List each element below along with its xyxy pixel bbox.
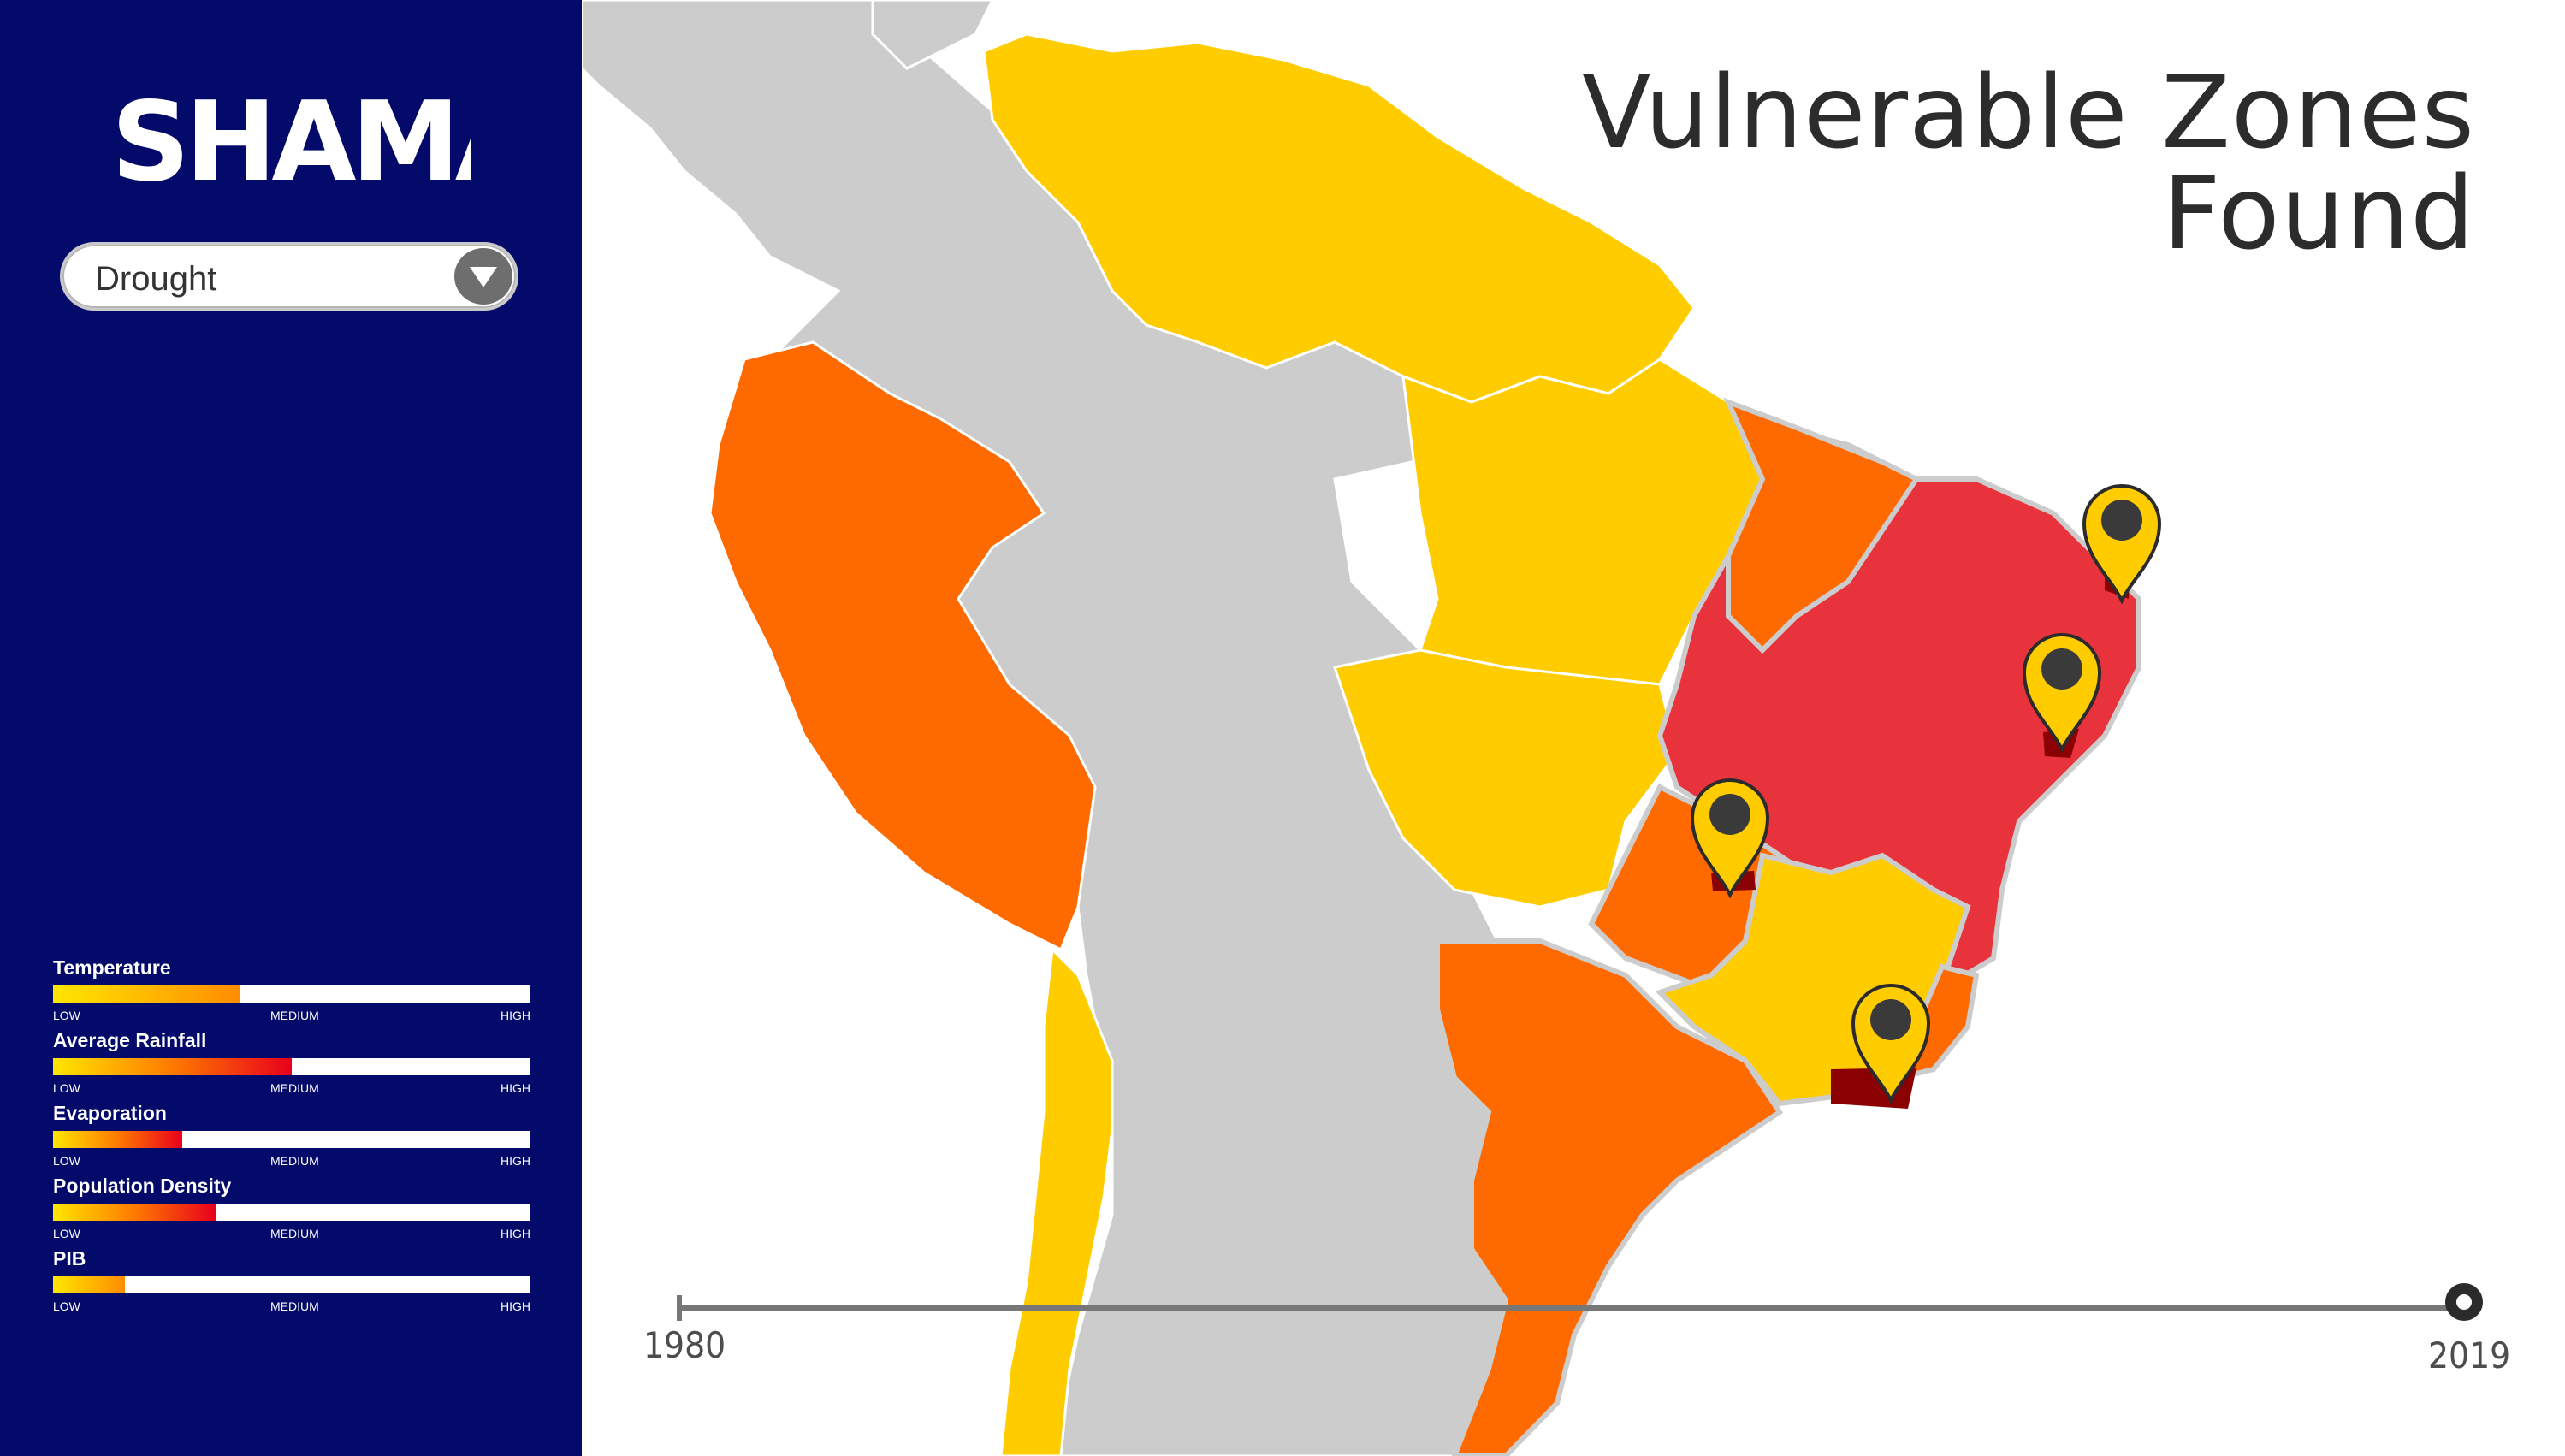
legend-label: Temperature [53, 956, 171, 979]
legend-tick-low: LOW [53, 1081, 80, 1095]
legend-scale: LOW MEDIUM HIGH [53, 1081, 530, 1097]
map-pin-southeast[interactable] [1846, 975, 1935, 1104]
legend-tick-medium: MEDIUM [270, 1081, 319, 1095]
legend-scale: LOW MEDIUM HIGH [53, 1299, 530, 1315]
map-region-maranhao [1723, 397, 1921, 654]
legend-bar [53, 985, 530, 1003]
legend-label: Population Density [53, 1175, 232, 1197]
timeline-end-year: 2019 [2428, 1335, 2511, 1376]
legend-tick-medium: MEDIUM [270, 1154, 319, 1168]
legend-scale: LOW MEDIUM HIGH [53, 1009, 530, 1024]
dropdown-toggle-button[interactable] [454, 248, 512, 305]
legend-bar [53, 1204, 530, 1221]
legend-tick-medium: MEDIUM [270, 1009, 319, 1022]
legend-tick-medium: MEDIUM [270, 1299, 319, 1313]
chevron-down-icon [470, 267, 497, 287]
legend-scale: LOW MEDIUM HIGH [53, 1154, 530, 1169]
hazard-type-value: Drought [95, 260, 217, 298]
risk-factors-legend: Temperature LOW MEDIUM HIGH Average Rainfall… [53, 956, 532, 1320]
legend-tick-high: HIGH [501, 1227, 530, 1240]
map-pin-interior[interactable] [1685, 770, 1774, 898]
legend-bar-fill [53, 1131, 182, 1148]
legend-bar [53, 1058, 530, 1075]
legend-label: Evaporation [53, 1102, 167, 1124]
legend-tick-high: HIGH [501, 1299, 530, 1313]
legend-bar-fill [53, 985, 240, 1003]
svg-text:SHAMAN: SHAMAN [111, 79, 471, 195]
hazard-type-dropdown[interactable]: Drought [60, 242, 518, 311]
legend-bar [53, 1276, 530, 1293]
map-pin-east-coast[interactable] [2017, 624, 2106, 753]
map-region-mato-grosso [1333, 648, 1679, 909]
map-region-colombia-coast [871, 0, 994, 70]
map-region-peru [708, 340, 1097, 952]
legend-label: PIB [53, 1247, 86, 1270]
legend-label: Average Rainfall [53, 1029, 207, 1051]
timeline-start-year: 1980 [643, 1324, 726, 1366]
title-line-2: Found [2162, 154, 2475, 272]
page-title: Vulnerable Zones Found [1582, 62, 2475, 263]
legend-bar-fill [53, 1058, 292, 1075]
legend-item: PIB LOW MEDIUM HIGH [53, 1247, 532, 1320]
legend-tick-low: LOW [53, 1299, 80, 1313]
map-pin-northeast-coast[interactable] [2077, 476, 2166, 604]
legend-tick-low: LOW [53, 1154, 80, 1168]
shaman-logo: SHAMAN [111, 79, 471, 195]
legend-item: Evaporation LOW MEDIUM HIGH [53, 1102, 532, 1175]
legend-tick-high: HIGH [501, 1009, 530, 1022]
legend-tick-medium: MEDIUM [270, 1227, 319, 1240]
legend-bar-fill [53, 1204, 216, 1221]
legend-bar [53, 1131, 530, 1148]
legend-tick-low: LOW [53, 1227, 80, 1240]
map-region-south [1435, 938, 1784, 1456]
timeline-handle[interactable] [2445, 1283, 2483, 1321]
sidebar: SHAMAN Drought TemperatureLOWMEDIUMHIGHA… [0, 0, 582, 1456]
legend-tick-high: HIGH [501, 1081, 530, 1095]
map-region-chile [999, 946, 1114, 1456]
legend-tick-low: LOW [53, 1009, 80, 1022]
title-line-1: Vulnerable Zones [1581, 53, 2475, 171]
legend-item: Population Density LOW MEDIUM HIGH [53, 1175, 532, 1247]
legend-scale: LOW MEDIUM HIGH [53, 1227, 530, 1242]
legend-item: Average Rainfall LOW MEDIUM HIGH [53, 1029, 532, 1102]
legend-bar-fill [53, 1276, 125, 1293]
legend-item: Temperature LOW MEDIUM HIGH [53, 956, 532, 1029]
legend-tick-high: HIGH [501, 1154, 530, 1168]
